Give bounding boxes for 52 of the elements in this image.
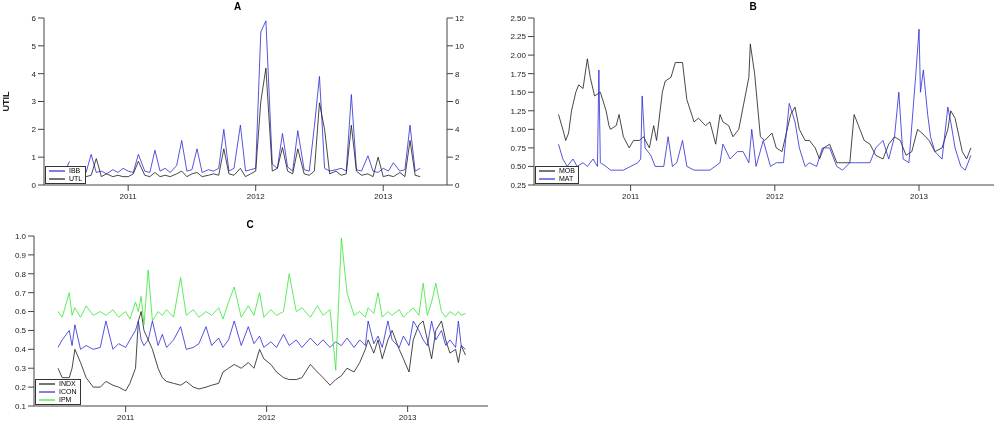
- y-tick-label: 5: [31, 41, 37, 51]
- line-series: [558, 28, 972, 171]
- x-tick-label: 2011: [622, 191, 640, 201]
- y-tick-label: 2: [31, 125, 37, 135]
- x-tick-label: 2012: [257, 412, 277, 422]
- y2-tick-label: 0: [455, 180, 460, 190]
- y-tick-label: 0.1: [14, 401, 27, 411]
- y-tick-label: 0.75: [510, 143, 527, 153]
- y-tick-label: 0.8: [14, 269, 27, 279]
- y-tick-label: 1.75: [510, 69, 527, 79]
- y-tick-label: 0.50: [510, 162, 527, 172]
- y2-tick-label: 4: [455, 125, 460, 135]
- x-tick-label: 2012: [246, 191, 266, 201]
- y-tick-label: 2.25: [510, 32, 527, 42]
- x-tick-label: 2011: [119, 191, 138, 201]
- y2-tick-label: 10: [455, 41, 465, 51]
- y-tick-label: 3: [31, 97, 37, 107]
- y2-tick-label: 6: [455, 97, 460, 107]
- y-tick-label: 1.50: [510, 88, 527, 98]
- y-axis-title: UTIL: [1, 91, 12, 112]
- y-tick-label: 6: [31, 13, 37, 23]
- y-tick-label: 0.9: [14, 250, 27, 260]
- y-tick-label: 1: [31, 153, 37, 163]
- y-tick-label: 0: [31, 180, 37, 190]
- x-tick-label: 2012: [765, 191, 785, 201]
- y-tick-label: 0.7: [14, 288, 27, 298]
- line-series: [57, 237, 466, 371]
- y-tick-label: 0.25: [510, 180, 527, 190]
- chart-title: C: [245, 218, 255, 232]
- y-tick-label: 0.3: [14, 364, 27, 374]
- line-series: [558, 43, 972, 164]
- y-tick-label: 1.00: [510, 125, 527, 135]
- x-tick-label: 2013: [398, 412, 418, 422]
- chart-title: A: [232, 0, 243, 14]
- y-tick-label: 0.6: [14, 307, 27, 317]
- y-tick-label: 0.2: [14, 382, 27, 392]
- y-tick-label: 1.25: [510, 106, 527, 116]
- y2-tick-label: 2: [455, 153, 460, 163]
- y-tick-label: 4: [31, 69, 37, 79]
- y2-tick-label: 12: [455, 13, 465, 23]
- y-tick-label: 2.50: [510, 13, 527, 23]
- y-tick-label: 1.0: [14, 231, 27, 241]
- x-tick-label: 2013: [374, 191, 393, 201]
- y-tick-label: 0.5: [14, 326, 27, 336]
- y-tick-label: 2.00: [510, 50, 527, 60]
- y-tick-label: 0.4: [14, 345, 27, 355]
- chart-title: B: [748, 0, 758, 14]
- x-tick-label: 2011: [117, 412, 135, 422]
- line-series: [57, 311, 466, 392]
- x-tick-label: 2013: [910, 191, 929, 201]
- y2-tick-label: 8: [455, 69, 460, 79]
- line-series: [57, 320, 466, 350]
